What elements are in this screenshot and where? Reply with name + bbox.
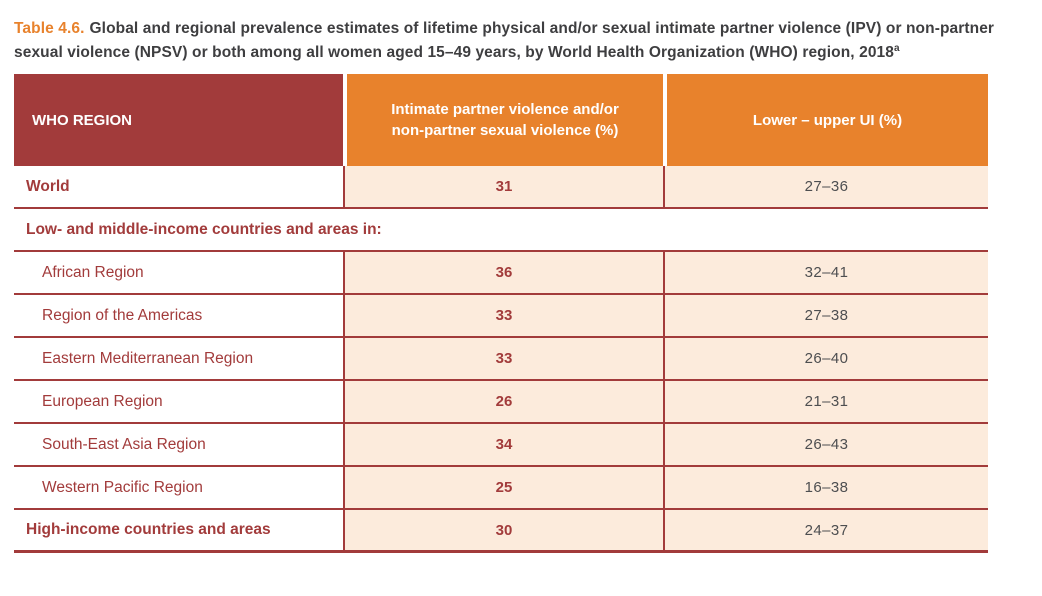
- prevalence-cell: 36: [343, 252, 663, 293]
- prevalence-cell: 33: [343, 338, 663, 379]
- region-cell: Region of the Americas: [14, 295, 343, 336]
- prevalence-cell: 25: [343, 467, 663, 508]
- region-cell: Western Pacific Region: [14, 467, 343, 508]
- prevalence-cell: 30: [343, 510, 663, 550]
- column-header-uncertainty-interval: Lower – upper UI (%): [663, 74, 988, 166]
- prevalence-cell: 31: [343, 166, 663, 207]
- table-row-western-pacific-region: Western Pacific Region 25 16–38: [14, 467, 988, 510]
- document-page: Table 4.6. Global and regional prevalence…: [14, 17, 1030, 553]
- ui-range-cell: 26–40: [663, 338, 988, 379]
- ui-range-cell: 32–41: [663, 252, 988, 293]
- prevalence-cell: 34: [343, 424, 663, 465]
- ui-range-cell: 24–37: [663, 510, 988, 550]
- prevalence-table: WHO REGION Intimate partner violence and…: [14, 74, 988, 553]
- prevalence-cell: 26: [343, 381, 663, 422]
- ui-range-cell: 16–38: [663, 467, 988, 508]
- table-subheader-low-middle-income: Low- and middle-income countries and are…: [14, 209, 988, 252]
- table-caption: Table 4.6. Global and regional prevalence…: [14, 17, 1030, 65]
- region-cell: African Region: [14, 252, 343, 293]
- ui-range-cell: 27–36: [663, 166, 988, 207]
- table-row-americas-region: Region of the Americas 33 27–38: [14, 295, 988, 338]
- table-row-world: World 31 27–36: [14, 166, 988, 209]
- table-row-eastern-mediterranean-region: Eastern Mediterranean Region 33 26–40: [14, 338, 988, 381]
- region-cell: European Region: [14, 381, 343, 422]
- table-row-african-region: African Region 36 32–41: [14, 252, 988, 295]
- table-row-south-east-asia-region: South-East Asia Region 34 26–43: [14, 424, 988, 467]
- table-number: Table 4.6.: [14, 20, 85, 37]
- ui-range-cell: 26–43: [663, 424, 988, 465]
- region-cell: High-income countries and areas: [14, 510, 343, 550]
- prevalence-cell: 33: [343, 295, 663, 336]
- footnote-marker: a: [894, 42, 900, 54]
- column-header-ipv-npsv-percent: Intimate partner violence and/or non-par…: [343, 74, 663, 166]
- table-header-row: WHO REGION Intimate partner violence and…: [14, 74, 988, 166]
- table-caption-text: Global and regional prevalence estimates…: [14, 20, 995, 61]
- table-row-high-income: High-income countries and areas 30 24–37: [14, 510, 988, 553]
- column-header-who-region: WHO REGION: [14, 74, 343, 166]
- region-cell: Eastern Mediterranean Region: [14, 338, 343, 379]
- ui-range-cell: 21–31: [663, 381, 988, 422]
- table-row-european-region: European Region 26 21–31: [14, 381, 988, 424]
- ui-range-cell: 27–38: [663, 295, 988, 336]
- region-cell: World: [14, 166, 343, 207]
- region-cell: South-East Asia Region: [14, 424, 343, 465]
